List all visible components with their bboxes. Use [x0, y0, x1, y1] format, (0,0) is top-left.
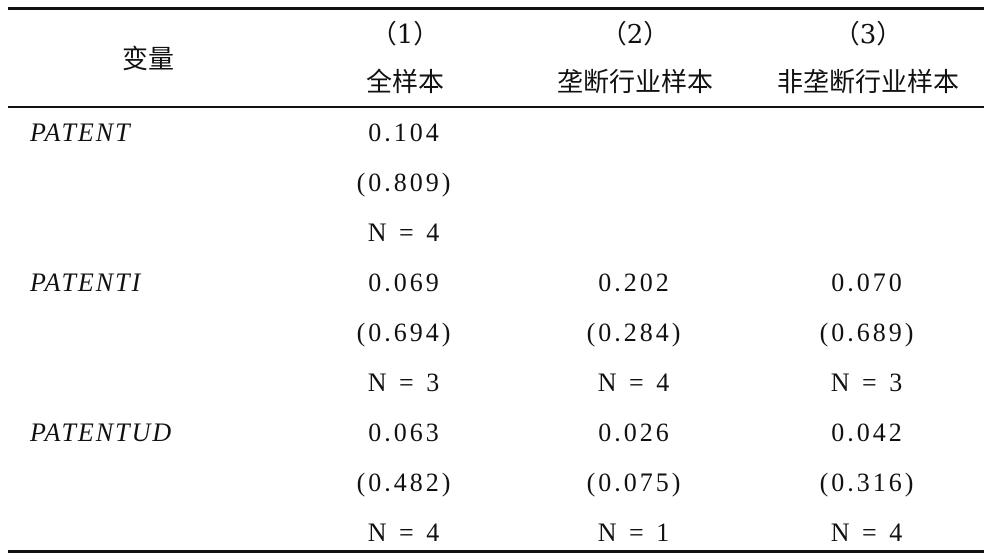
- cell-coef: 0.104: [368, 118, 442, 147]
- column-number: （3）: [833, 20, 903, 50]
- variable-name: PATENTI: [30, 268, 143, 297]
- cell-coef: 0.069: [368, 268, 442, 297]
- column-name: 垄断行业样本: [556, 68, 714, 98]
- cell-n: N = 3: [367, 368, 443, 397]
- cell-n: N = 4: [830, 518, 906, 547]
- cell-n: N = 4: [367, 518, 443, 547]
- column-name: 全样本: [365, 68, 445, 98]
- cell-coef: 0.202: [598, 268, 672, 297]
- cell-se: (0.316): [819, 468, 917, 497]
- top-rule: [8, 7, 984, 10]
- cell-se: (0.482): [356, 468, 454, 497]
- column-name: 非垄断行业样本: [776, 68, 960, 98]
- header-rule: [8, 106, 984, 108]
- cell-n: N = 4: [367, 218, 443, 247]
- variable-name: PATENTUD: [30, 418, 174, 447]
- cell-coef: 0.063: [368, 418, 442, 447]
- variable-name: PATENT: [30, 118, 132, 147]
- cell-se: (0.075): [586, 468, 684, 497]
- cell-coef: 0.042: [831, 418, 905, 447]
- variable-header: 变量: [121, 45, 175, 75]
- cell-n: N = 4: [597, 368, 673, 397]
- cell-se: (0.689): [819, 318, 917, 347]
- cell-n: N = 1: [597, 518, 673, 547]
- cell-se: (0.809): [356, 168, 454, 197]
- column-number: （1）: [370, 20, 440, 50]
- cell-n: N = 3: [830, 368, 906, 397]
- cell-se: (0.694): [356, 318, 454, 347]
- cell-coef: 0.070: [831, 268, 905, 297]
- cell-coef: 0.026: [598, 418, 672, 447]
- bottom-rule: [8, 550, 984, 553]
- cell-se: (0.284): [586, 318, 684, 347]
- column-number: （2）: [600, 20, 670, 50]
